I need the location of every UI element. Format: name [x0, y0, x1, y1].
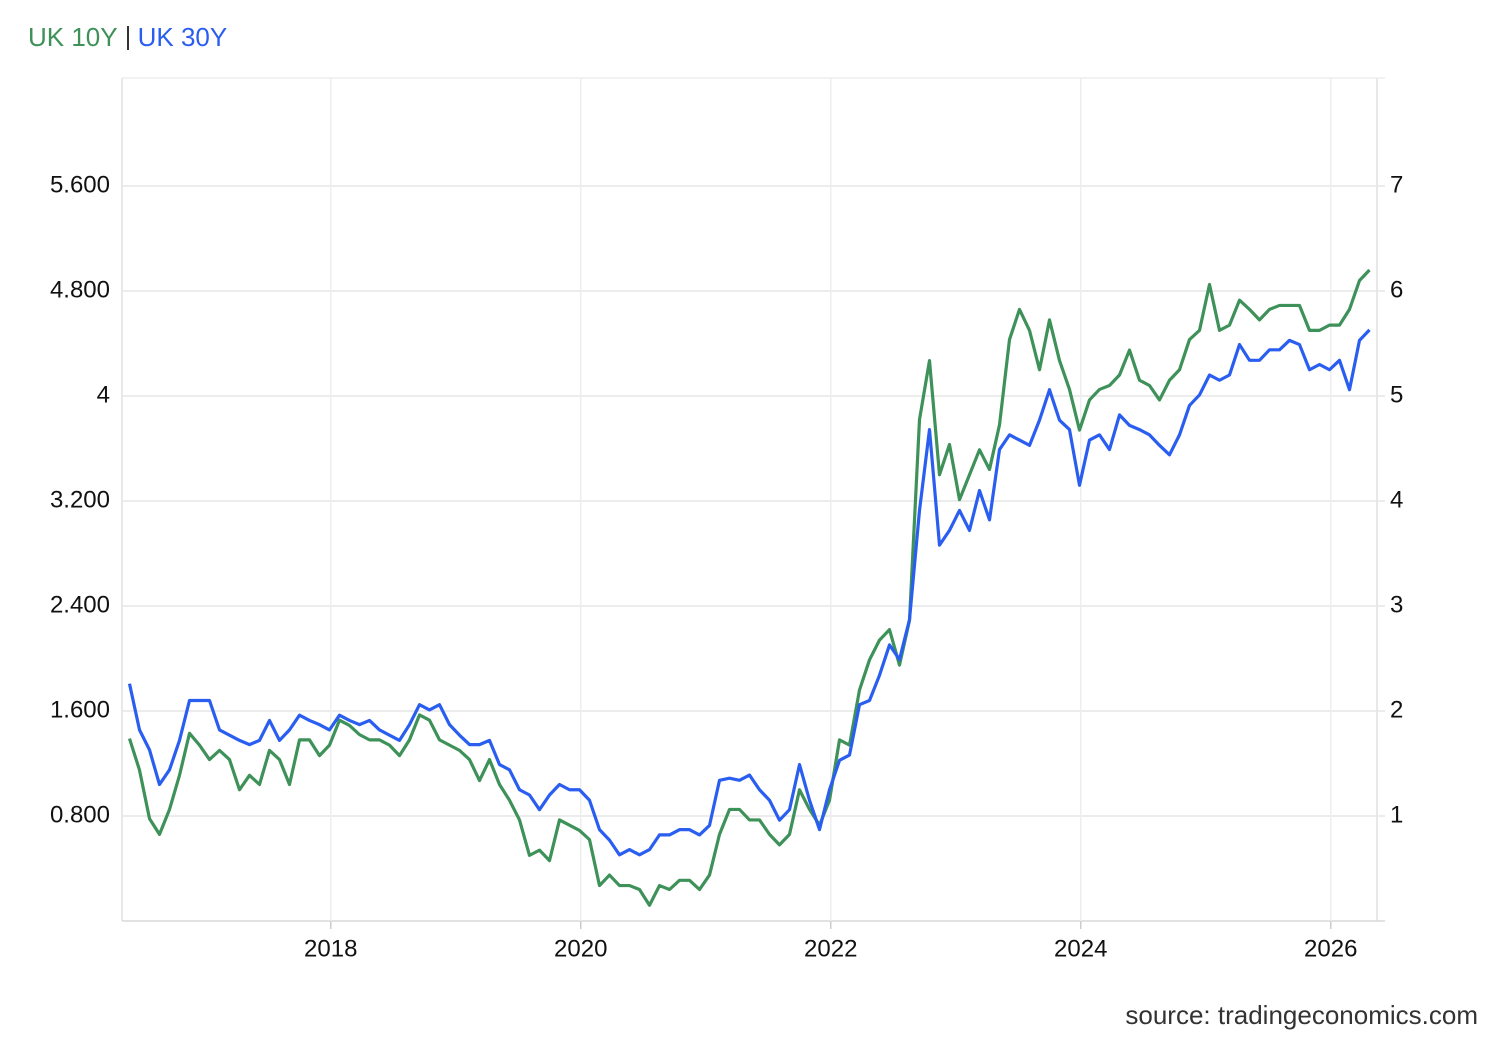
legend-entry: UK 10Y — [28, 22, 118, 52]
y-tick-label: 3.200 — [50, 486, 110, 513]
y-tick-label: 1.600 — [50, 696, 110, 723]
y-tick-label: 0.800 — [50, 801, 110, 828]
y2-tick-label: 2 — [1390, 696, 1403, 723]
y2-tick-label: 1 — [1390, 801, 1403, 828]
y2-tick-label: 7 — [1390, 171, 1403, 198]
x-tick-label: 2024 — [1054, 935, 1107, 962]
x-tick-label: 2026 — [1304, 935, 1357, 962]
x-tick-label: 2020 — [554, 935, 607, 962]
x-tick-label: 2022 — [804, 935, 857, 962]
y2-tick-label: 3 — [1390, 591, 1403, 618]
legend-entry: UK 30Y — [137, 22, 228, 52]
y2-tick-label: 4 — [1390, 486, 1403, 513]
series-line — [127, 268, 1371, 907]
legend: UK 10Y UK 30Y — [28, 22, 227, 53]
separator — [126, 25, 129, 50]
y-tick-label: 2.400 — [50, 591, 110, 618]
y-tick-label: 4 — [97, 381, 110, 408]
y2-tick-label: 6 — [1390, 276, 1403, 303]
y-tick-label: 4.800 — [50, 276, 110, 303]
y2-tick-label: 5 — [1390, 381, 1403, 408]
source: source: tradingeconomics.com — [1125, 1000, 1478, 1030]
x-tick-label: 2018 — [304, 935, 357, 962]
y-tick-label: 5.600 — [50, 171, 110, 198]
series-line — [127, 328, 1371, 857]
